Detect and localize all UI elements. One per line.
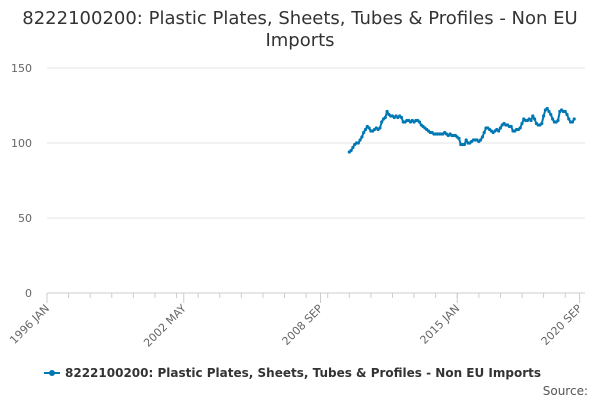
data-point (567, 117, 571, 121)
data-point (547, 109, 551, 114)
x-tick-label: 2008 SEP (280, 302, 326, 348)
data-point (549, 112, 553, 117)
data-point (565, 112, 569, 117)
x-tick-label: 2002 MAY (141, 302, 189, 350)
data-point (570, 120, 575, 124)
x-tick-label: 2015 JAN (418, 302, 463, 347)
data-point (362, 130, 366, 135)
data-point (383, 115, 387, 120)
data-point (360, 135, 364, 139)
data-point (556, 118, 560, 123)
data-point (531, 114, 535, 118)
legend-item-label[interactable]: 8222100200: Plastic Plates, Sheets, Tube… (65, 366, 542, 380)
data-point (482, 130, 486, 135)
data-point (378, 126, 382, 130)
data-point (363, 127, 368, 132)
x-tick-label: 1996 JAN (7, 302, 52, 347)
data-point (545, 106, 549, 111)
data-point (356, 141, 360, 145)
data-point (540, 121, 544, 126)
data-point (385, 109, 389, 114)
y-tick-label: 50 (18, 212, 32, 225)
source-credit[interactable]: Source: (542, 384, 588, 398)
data-point (457, 136, 461, 141)
y-tick-label: 0 (25, 287, 32, 300)
chart-legend[interactable]: 8222100200: Plastic Plates, Sheets, Tube… (44, 366, 541, 380)
data-point (498, 126, 502, 130)
data-point (351, 145, 355, 150)
data-point (518, 126, 522, 130)
data-point (509, 124, 513, 129)
y-tick-label: 150 (11, 62, 32, 75)
data-point (464, 138, 468, 142)
data-point (399, 115, 404, 120)
data-point (417, 120, 422, 124)
data-point (520, 121, 524, 126)
data-point (462, 142, 466, 147)
x-tick-label: 2020 SEP (539, 302, 585, 348)
data-point (551, 117, 555, 121)
data-point (563, 109, 567, 114)
data-point (380, 120, 384, 124)
legend-line-marker-icon (44, 367, 60, 379)
data-point (533, 117, 537, 121)
data-point (367, 126, 371, 130)
data-point (497, 129, 501, 133)
data-point (572, 117, 576, 121)
y-tick-label: 100 (11, 137, 32, 150)
data-point (479, 138, 483, 142)
data-point (529, 118, 533, 123)
data-point (542, 114, 546, 118)
data-point (358, 138, 362, 142)
chart-title: 8222100200: Plastic Plates, Sheets, Tube… (22, 8, 578, 51)
data-point (480, 135, 484, 139)
data-point (349, 148, 353, 153)
